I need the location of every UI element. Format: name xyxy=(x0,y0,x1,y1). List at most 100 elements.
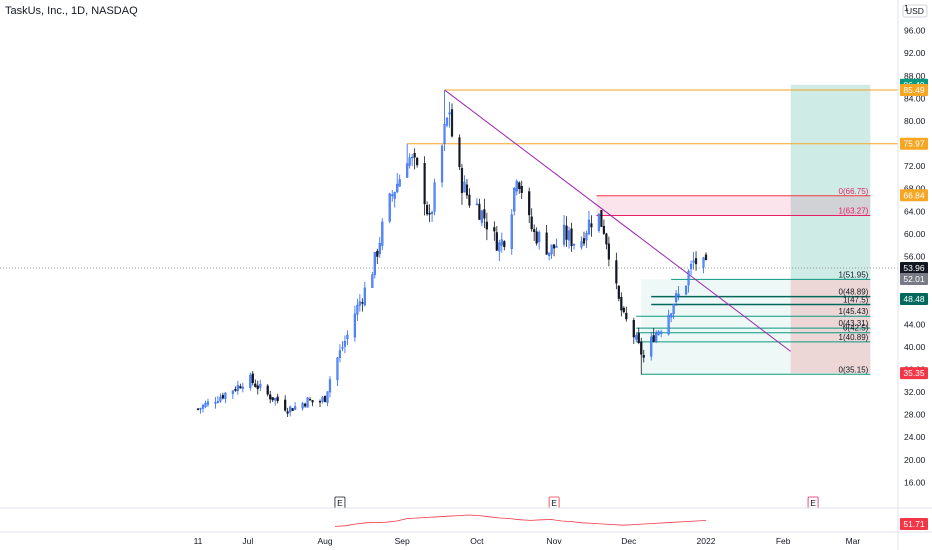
x-tick-label: 11 xyxy=(194,536,203,546)
candle-body xyxy=(423,163,426,205)
price-badge xyxy=(900,189,928,202)
candles xyxy=(196,89,708,417)
candle-body xyxy=(675,293,678,302)
candle-body xyxy=(607,243,610,260)
candle-body xyxy=(391,194,394,196)
candle-body xyxy=(199,407,202,410)
candle-body xyxy=(254,383,257,387)
position-zones xyxy=(596,84,871,375)
price-badge-label: 85.49 xyxy=(903,85,925,95)
candle-body xyxy=(520,186,523,193)
candle-body xyxy=(413,153,416,158)
candle-body xyxy=(201,405,205,409)
candle-body xyxy=(480,210,483,223)
candle-body xyxy=(585,233,588,241)
candle-body xyxy=(458,137,461,168)
candle-body xyxy=(620,296,623,311)
price-badge xyxy=(900,292,928,305)
candle-body xyxy=(500,239,503,246)
candle-body xyxy=(231,390,234,394)
fib-lower-label: 0(43.31) xyxy=(839,319,869,328)
candle-body xyxy=(294,406,297,410)
candle-body xyxy=(684,285,688,295)
candle-body xyxy=(221,395,225,399)
chart-title: TaskUs, Inc., 1D, NASDAQ xyxy=(5,5,138,17)
price-badge-label: 53.96 xyxy=(903,263,925,273)
fib-lower-label: 0(48.89) xyxy=(839,288,869,297)
candle-body xyxy=(321,397,324,402)
candle-body xyxy=(635,335,638,340)
candle-body xyxy=(249,374,252,388)
candle-body xyxy=(291,408,294,411)
candle-body xyxy=(393,192,396,199)
price-badge xyxy=(900,273,928,286)
candle-body xyxy=(570,228,573,246)
candle-body xyxy=(704,254,708,261)
candle-body xyxy=(356,304,359,315)
candle-body xyxy=(308,399,312,401)
currency-label: USD xyxy=(906,6,924,16)
candle-body xyxy=(493,227,496,232)
candle-body xyxy=(206,401,210,405)
candle-body xyxy=(406,163,409,178)
oscillator-pane: 51.71 xyxy=(334,514,928,530)
oscillator-badge-label: 51.71 xyxy=(903,519,925,529)
candle-body xyxy=(433,182,436,212)
candle-body xyxy=(510,214,513,249)
y-tick-label: 80.00 xyxy=(904,116,926,126)
candle-body xyxy=(286,411,289,414)
candle-body xyxy=(617,285,620,299)
candle-body xyxy=(373,252,376,275)
price-badge-label: 35.35 xyxy=(903,368,925,378)
candle-body xyxy=(495,232,498,251)
candle-body xyxy=(378,242,381,254)
candle-body xyxy=(463,181,466,193)
candle-body xyxy=(483,209,486,219)
candle-body xyxy=(323,395,327,403)
candle-body xyxy=(224,392,227,399)
candle-body xyxy=(632,320,635,338)
candle-body xyxy=(478,203,481,220)
candle-body xyxy=(615,260,618,284)
candle-body xyxy=(548,252,551,256)
y-tick-label: 68.00 xyxy=(904,184,926,194)
candle-body xyxy=(572,244,576,246)
candle-body xyxy=(303,403,307,407)
candle-body xyxy=(545,232,548,255)
price-badge xyxy=(900,262,928,275)
candle-body xyxy=(460,167,464,194)
fib-lower-label: 1(40.89) xyxy=(839,333,869,342)
candle-body xyxy=(672,304,675,314)
candle-body xyxy=(530,216,533,230)
candle-body xyxy=(485,221,488,230)
candle-body xyxy=(214,402,217,404)
candle-body xyxy=(562,224,566,245)
candle-body xyxy=(381,221,384,246)
y-tick-label: 40.00 xyxy=(904,342,926,352)
candle-body xyxy=(555,246,558,248)
candle-body xyxy=(259,383,262,388)
candle-body xyxy=(341,347,344,349)
candle-body xyxy=(443,124,446,144)
y-tick-label: 32.00 xyxy=(904,387,926,397)
x-tick-label: 2022 xyxy=(697,536,716,546)
candle-body xyxy=(515,180,518,192)
candle-body xyxy=(266,385,269,395)
y-tick-label: 84.00 xyxy=(904,93,926,103)
oscillator-badge xyxy=(900,518,928,530)
candle-body xyxy=(269,394,272,400)
candle-body xyxy=(371,274,374,288)
candle-body xyxy=(239,386,242,389)
candle-body xyxy=(388,193,391,222)
candle-body xyxy=(538,232,541,243)
candle-body xyxy=(600,210,603,227)
candle-body xyxy=(640,341,643,355)
x-tick-label: Feb xyxy=(776,536,791,546)
candle-body xyxy=(216,401,220,403)
x-tick-label: Aug xyxy=(317,536,332,546)
candle-body xyxy=(306,397,309,408)
fib-upper-fill xyxy=(596,195,871,216)
candle-body xyxy=(642,355,645,358)
